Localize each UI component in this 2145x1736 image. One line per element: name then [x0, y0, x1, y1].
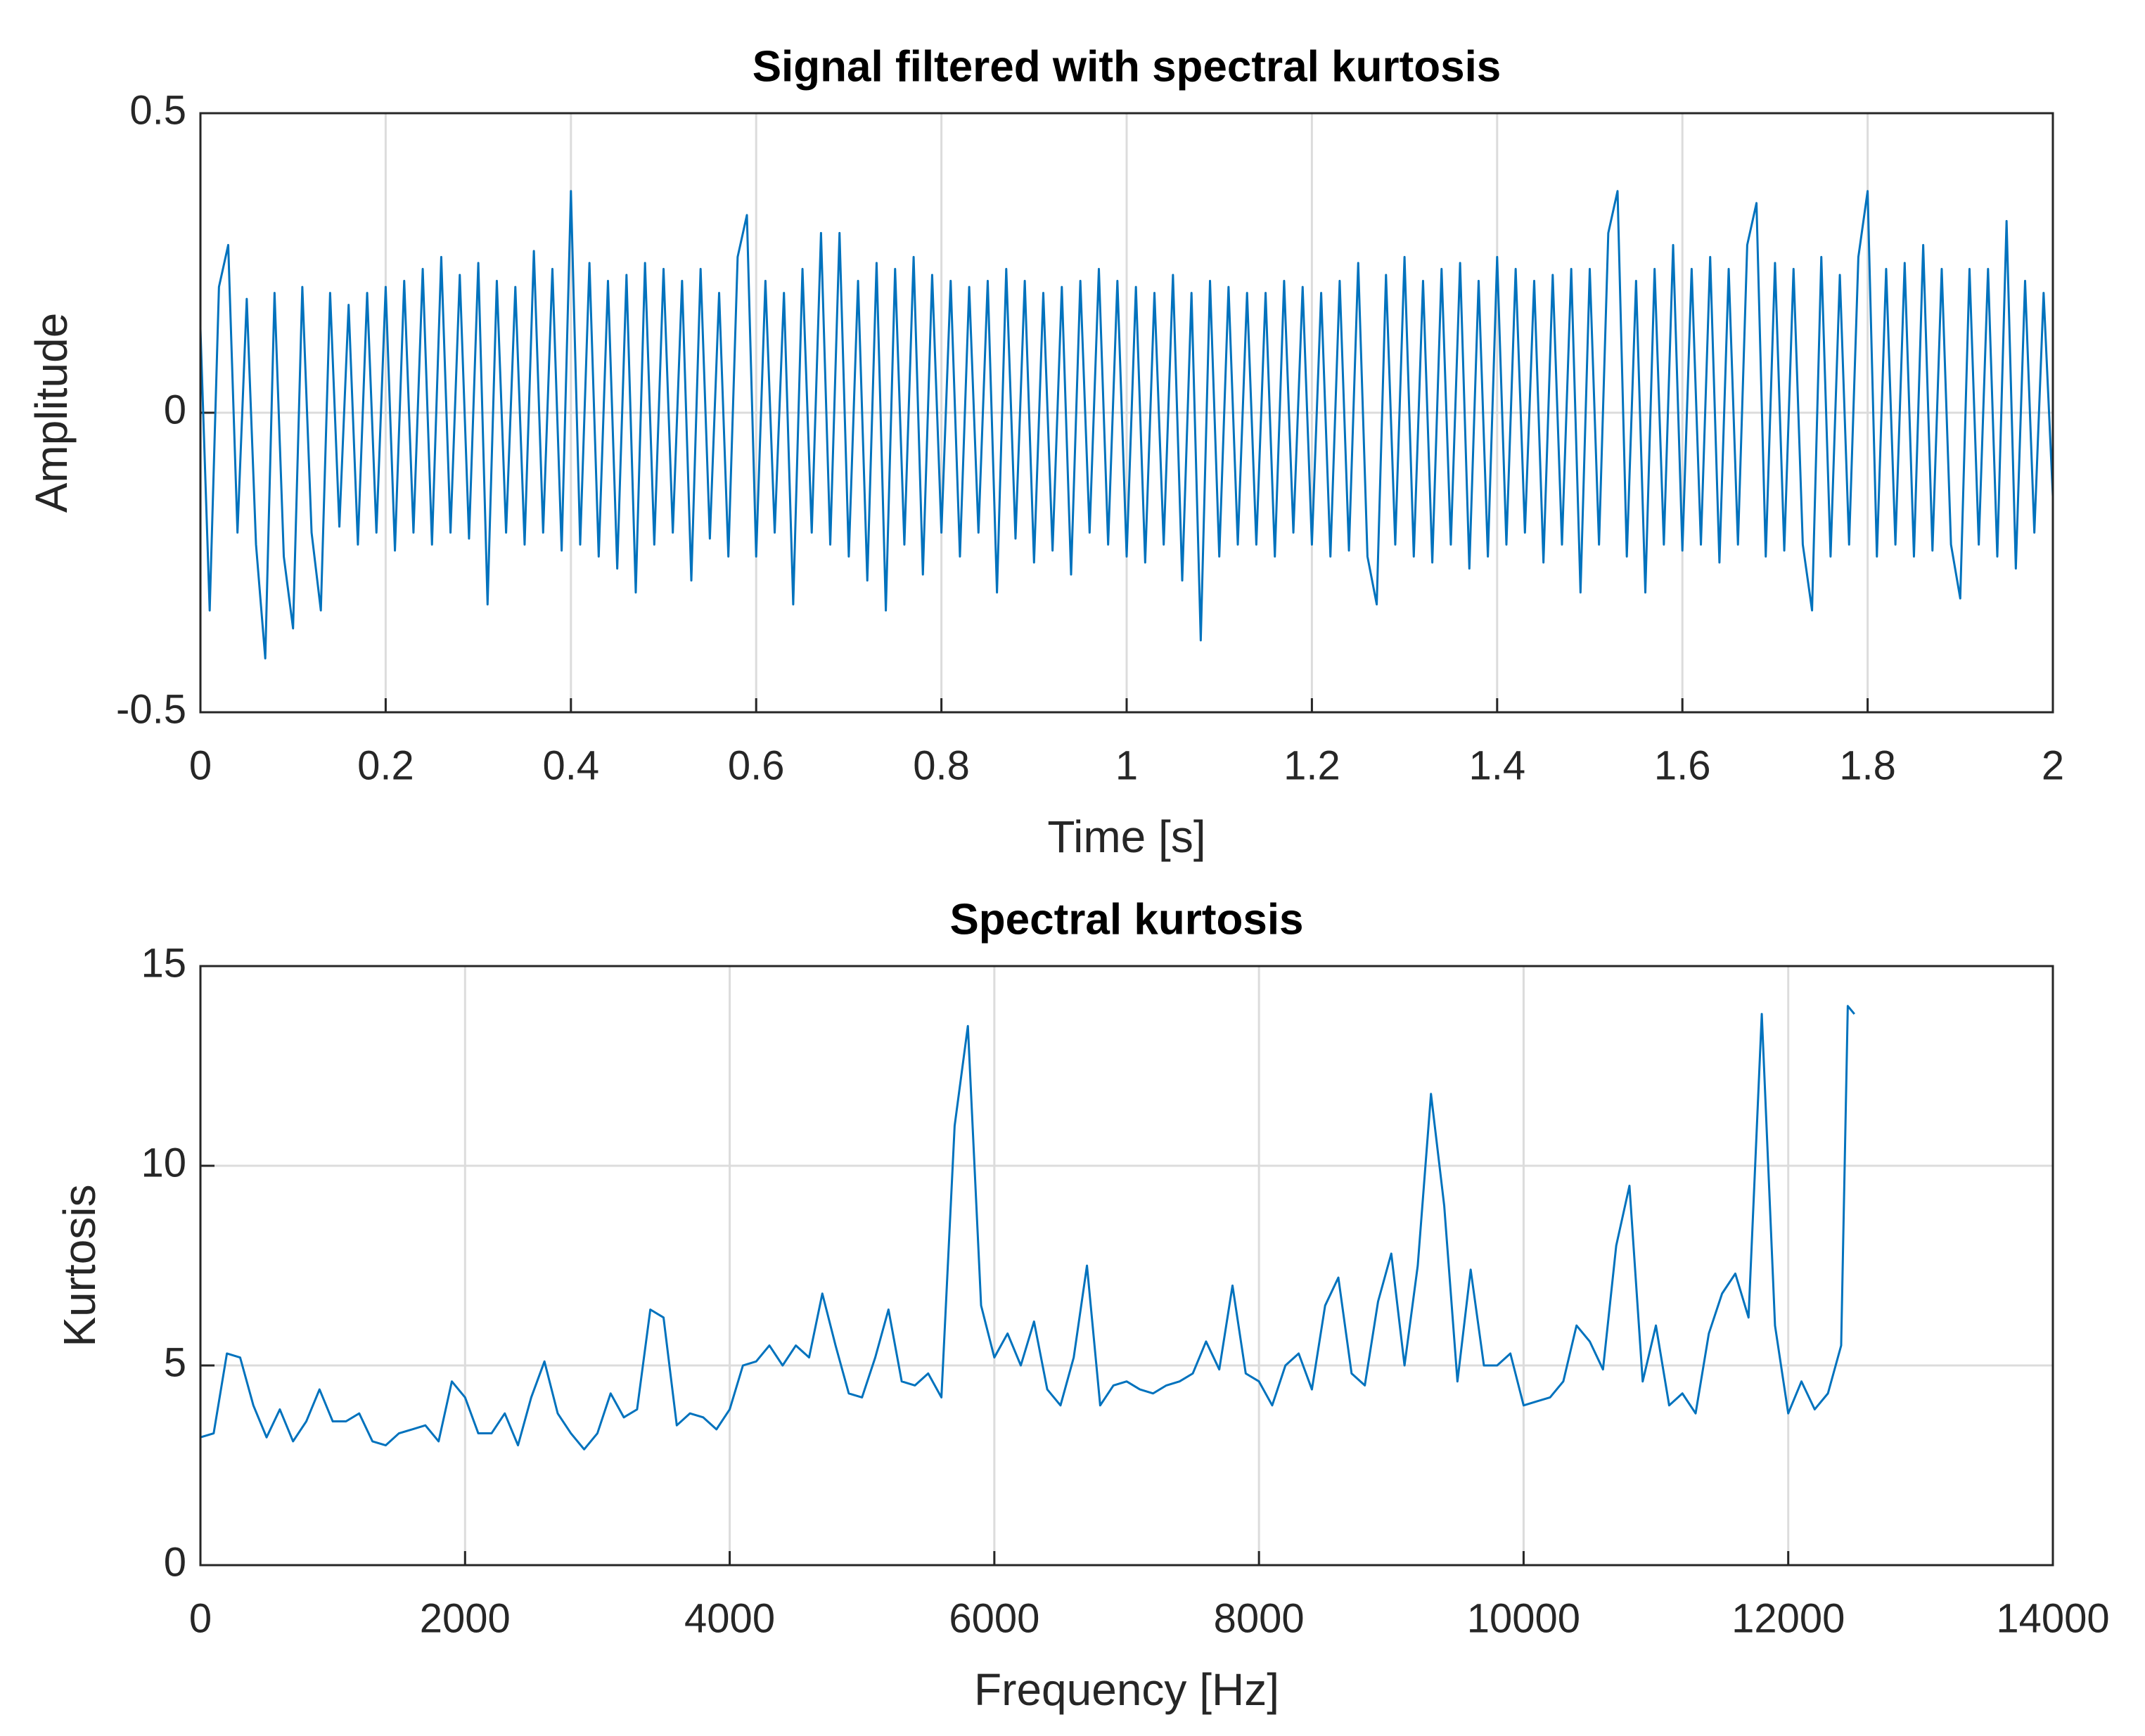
x-tick-label: 12000: [1731, 1595, 1845, 1641]
axes-box: [199, 965, 2054, 1567]
y-tick-label: 15: [141, 940, 186, 986]
x-tick-label: 2: [2042, 742, 2064, 788]
x-tick-label: 0.2: [357, 742, 414, 788]
x-tick-label: 1.6: [1654, 742, 1711, 788]
x-tick-label: 14000: [1996, 1595, 2109, 1641]
y-tick-label: 0: [164, 387, 186, 432]
x-tick-label: 1: [1115, 742, 1138, 788]
x-tick-label: 4000: [684, 1595, 775, 1641]
x-tick-label: 1.8: [1839, 742, 1896, 788]
x-tick-label: 6000: [949, 1595, 1039, 1641]
x-tick-label: 0.6: [728, 742, 785, 788]
x-tick-label: 0: [189, 742, 212, 788]
x-axis-label: Time [s]: [1047, 811, 1205, 862]
axes-box: [199, 112, 2054, 714]
chart-title: Signal filtered with spectral kurtosis: [753, 42, 1502, 91]
y-axis-label: Kurtosis: [54, 1184, 105, 1346]
x-tick-label: 10000: [1467, 1595, 1580, 1641]
x-tick-label: 0.8: [913, 742, 970, 788]
x-tick-label: 1.2: [1283, 742, 1340, 788]
y-axis-label: Amplitude: [26, 313, 77, 513]
x-axis-label: Frequency [Hz]: [974, 1664, 1279, 1715]
x-tick-label: 0: [189, 1595, 212, 1641]
y-tick-label: -0.5: [116, 686, 186, 732]
x-tick-label: 0.4: [542, 742, 599, 788]
y-tick-label: 5: [164, 1339, 186, 1385]
chart-title: Spectral kurtosis: [949, 895, 1303, 944]
data-line: [199, 190, 2054, 660]
x-tick-label: 1.4: [1468, 742, 1525, 788]
x-tick-label: 2000: [420, 1595, 511, 1641]
x-tick-label: 8000: [1214, 1595, 1305, 1641]
y-tick-label: 0: [164, 1539, 186, 1585]
y-tick-label: 10: [141, 1140, 186, 1185]
data-line: [200, 1005, 1855, 1451]
y-tick-label: 0.5: [129, 87, 186, 133]
plot-area: [200, 966, 2053, 1565]
